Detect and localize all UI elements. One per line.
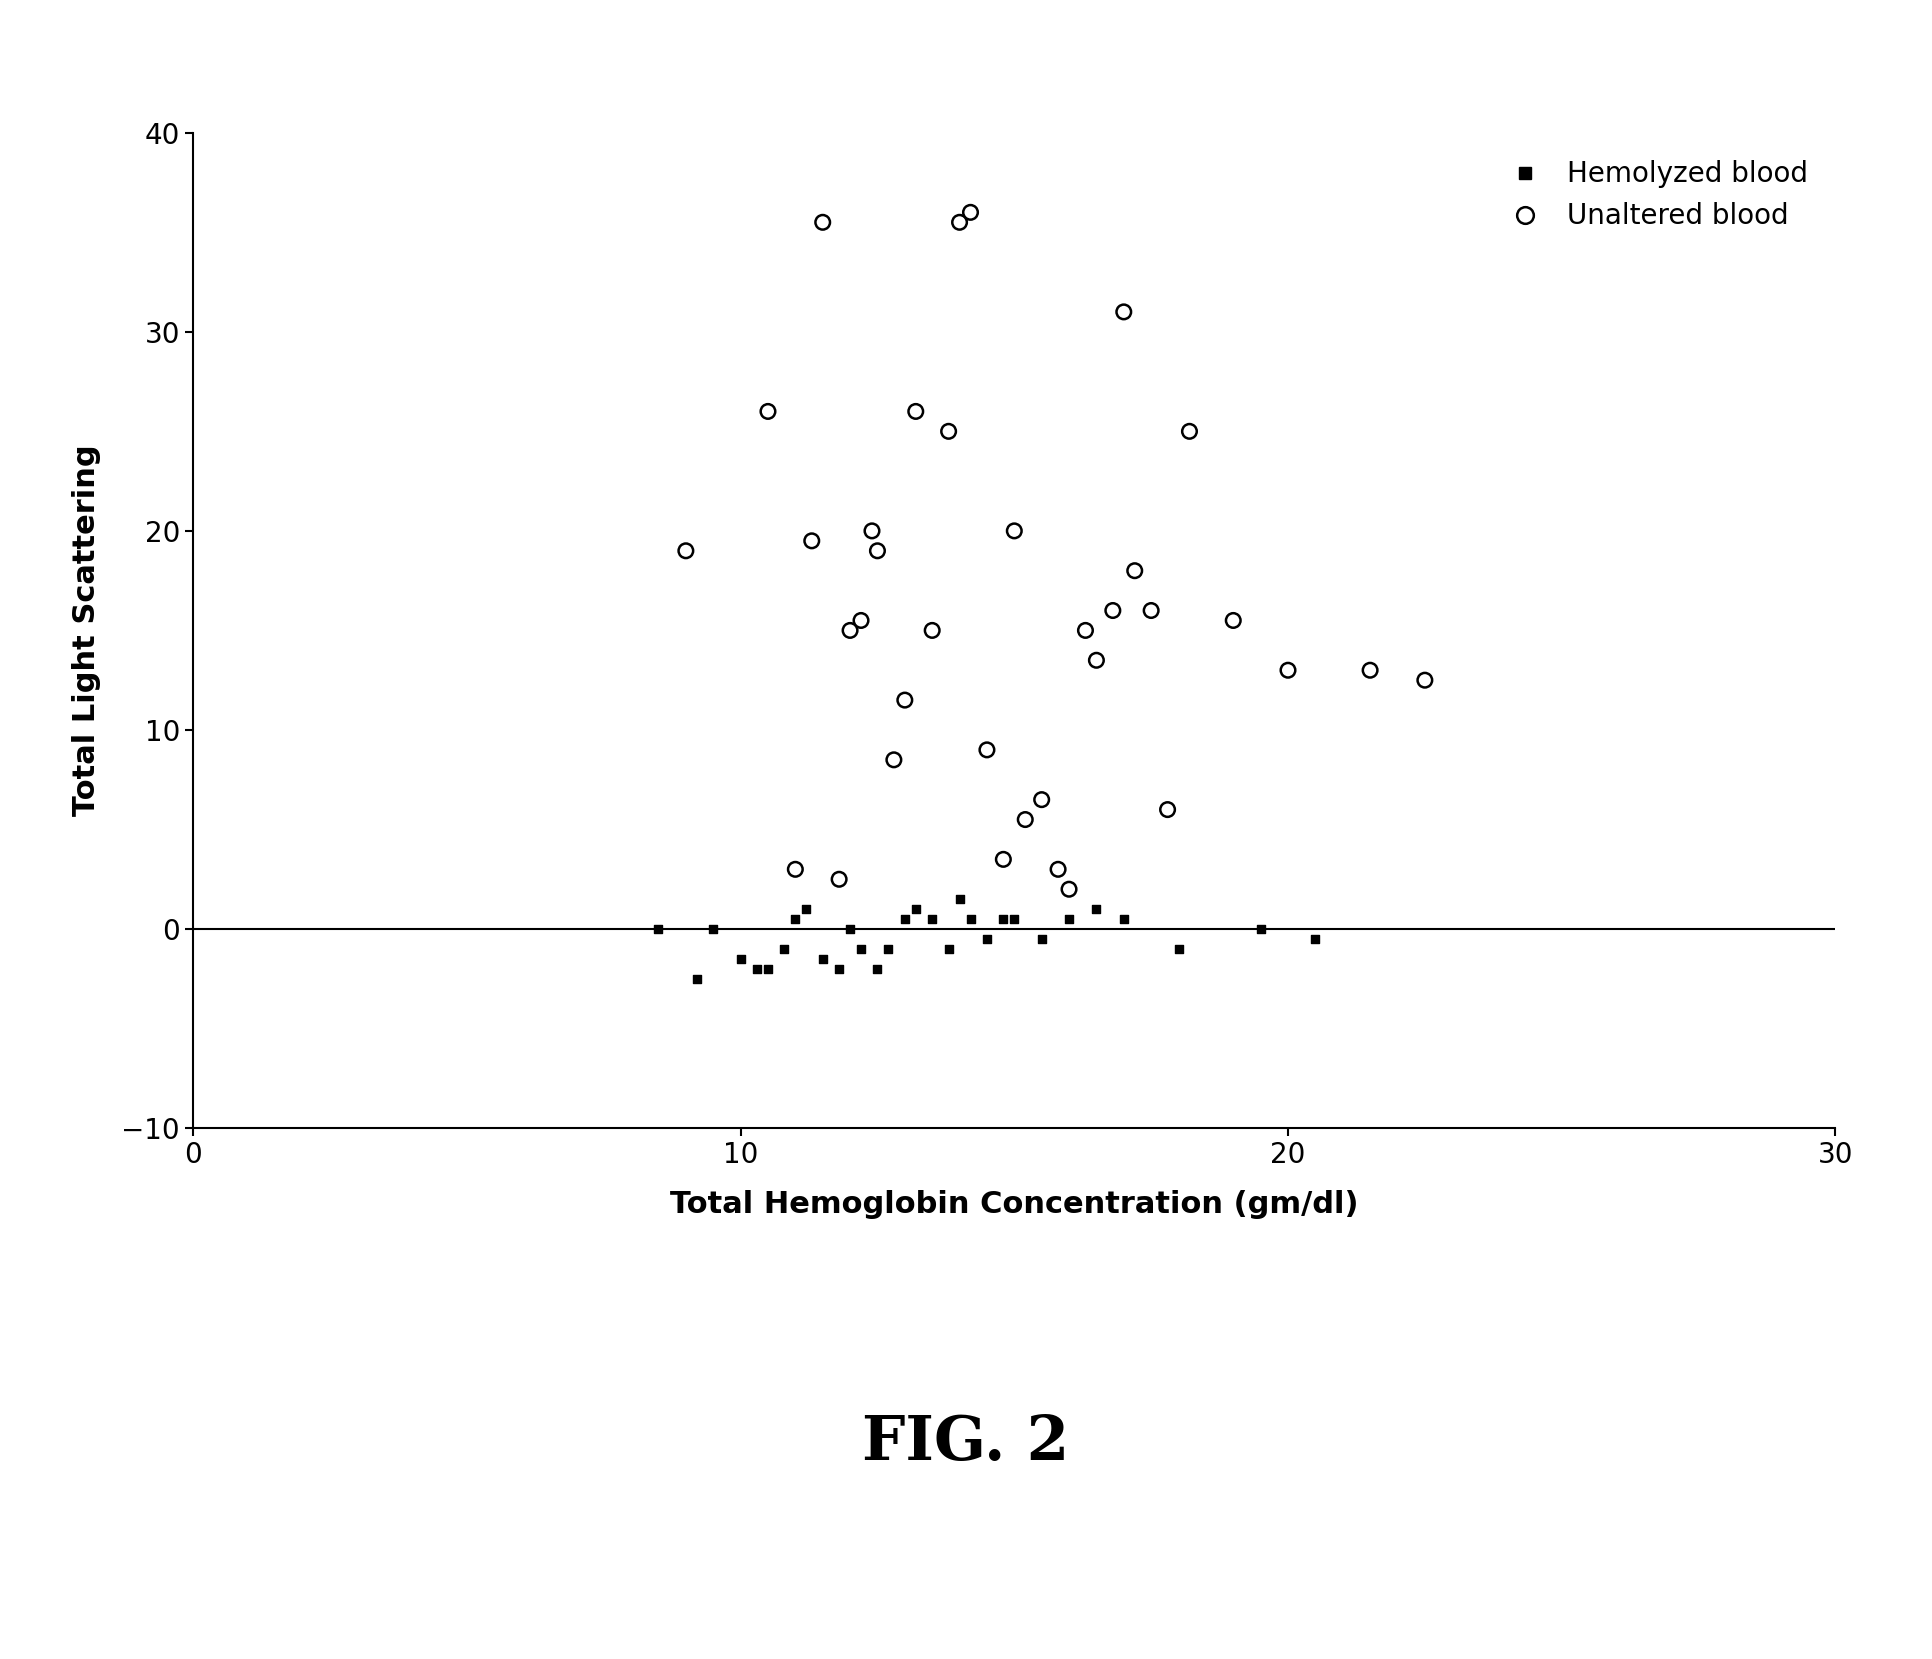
Point [945,886,976,912]
Point [835,617,866,644]
Point [753,398,784,425]
Point [781,906,811,932]
Point [742,956,773,982]
Point [1082,896,1113,922]
Point [999,518,1030,544]
Point [781,856,811,883]
Point [933,418,964,445]
Point [823,956,854,982]
Point [1053,876,1084,902]
Point [916,617,947,644]
Point [999,906,1030,932]
Point [987,906,1018,932]
Point [682,966,713,992]
Point [1097,597,1128,624]
Point [1010,806,1041,833]
Point [889,687,920,713]
Text: FIG. 2: FIG. 2 [862,1413,1070,1473]
Point [1175,418,1206,445]
Point [1163,936,1194,962]
Point [1300,926,1331,952]
Point [945,209,976,236]
Point [954,199,985,226]
X-axis label: Total Hemoglobin Concentration (gm/dl): Total Hemoglobin Concentration (gm/dl) [670,1190,1358,1219]
Point [643,916,674,942]
Point [900,398,931,425]
Point [1053,906,1084,932]
Y-axis label: Total Light Scattering: Total Light Scattering [71,445,100,816]
Point [1273,657,1304,684]
Point [753,956,784,982]
Point [796,528,827,554]
Point [1151,796,1182,823]
Point [846,936,877,962]
Point [1026,786,1057,813]
Point [697,916,728,942]
Point [1109,299,1140,325]
Point [835,916,866,942]
Point [889,906,920,932]
Legend: Hemolyzed blood, Unaltered blood: Hemolyzed blood, Unaltered blood [1484,146,1822,244]
Point [1217,607,1248,634]
Point [1354,657,1385,684]
Point [670,538,701,564]
Point [1244,916,1275,942]
Point [1109,906,1140,932]
Point [879,747,910,773]
Point [808,209,838,236]
Point [1410,667,1441,693]
Point [873,936,904,962]
Point [1136,597,1167,624]
Point [808,946,838,972]
Point [769,936,800,962]
Point [972,737,1003,763]
Point [846,607,877,634]
Point [933,936,964,962]
Point [900,896,931,922]
Point [862,956,893,982]
Point [954,906,985,932]
Point [862,538,893,564]
Point [1070,617,1101,644]
Point [823,866,854,893]
Point [856,518,887,544]
Point [790,896,821,922]
Point [972,926,1003,952]
Point [1043,856,1074,883]
Point [1026,926,1057,952]
Point [1082,647,1113,674]
Point [916,906,947,932]
Point [724,946,755,972]
Point [987,846,1018,873]
Point [1119,557,1150,584]
